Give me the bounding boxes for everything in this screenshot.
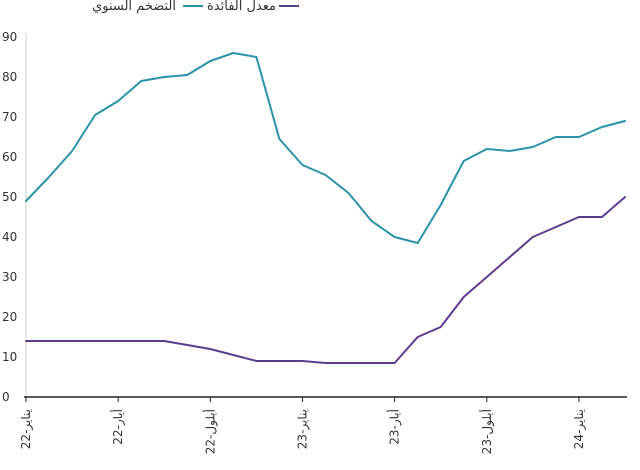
series-layer [25, 52, 626, 364]
y-tick-label: 90 [2, 30, 17, 44]
axes: 0 10 20 30 40 50 60 70 80 90 يناير-22 أيار-22 أيلول-… [2, 30, 627, 454]
y-tick-label: 70 [2, 110, 17, 124]
y-tick-label: 10 [2, 350, 17, 364]
legend-label-interest-rate: معدل الفائدة [207, 0, 276, 14]
series-line-inflation [25, 196, 626, 364]
y-tick-label: 80 [2, 70, 17, 84]
y-tick-label: 0 [2, 390, 10, 404]
x-tick-label: يناير-22 [19, 409, 34, 449]
x-tick-label: أيلول-22 [202, 409, 218, 454]
y-tick-label: 50 [2, 190, 17, 204]
y-tick-label: 60 [2, 150, 17, 164]
series-line-interest-rate [25, 52, 626, 244]
x-tick-label: أيلول-23 [479, 409, 495, 454]
x-tick-label: يناير-23 [295, 409, 310, 449]
legend: معدل الفائدة التضخم السنوي [92, 0, 299, 14]
legend-label-inflation: التضخم السنوي [92, 0, 176, 14]
x-tick-label: أيار-23 [387, 409, 403, 445]
x-tick-label: يناير-24 [572, 409, 587, 449]
y-tick-label: 20 [2, 310, 17, 324]
x-tick-label: أيار-22 [110, 409, 126, 445]
y-tick-label: 40 [2, 230, 17, 244]
y-tick-label: 30 [2, 270, 17, 284]
